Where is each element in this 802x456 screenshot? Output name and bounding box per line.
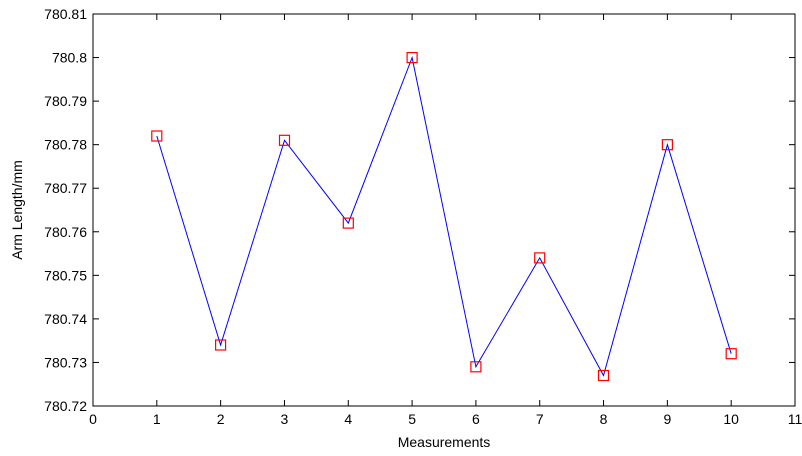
x-tick-label: 0 — [89, 411, 97, 427]
series-line — [156, 55, 732, 377]
y-tick-label: 780.77 — [44, 180, 87, 196]
x-tick-label: 3 — [281, 411, 289, 427]
data-point-marker — [661, 139, 674, 151]
data-point-marker — [597, 369, 610, 382]
x-tick-label: 1 — [153, 411, 161, 427]
x-tick-label: 7 — [536, 411, 544, 427]
data-point-marker — [406, 51, 418, 64]
series-layer — [151, 51, 737, 382]
x-tick-label: 4 — [344, 411, 352, 427]
y-tick-label: 780.78 — [44, 137, 87, 153]
y-tick-label: 780.72 — [44, 398, 87, 414]
y-tick-label: 780.74 — [44, 311, 87, 327]
data-point-marker — [470, 361, 482, 373]
y-tick-label: 780.76 — [44, 224, 87, 240]
data-point-marker — [534, 252, 546, 264]
y-tick-label: 780.79 — [44, 93, 87, 109]
x-tick-label: 9 — [663, 411, 671, 427]
y-axis: 780.72 780.73 780.74 780.75 780.76 780.77 780.… — [44, 6, 795, 414]
y-tick-label: 780.73 — [44, 354, 87, 370]
data-point-marker — [215, 339, 227, 351]
data-point-marker — [725, 348, 737, 360]
x-axis-label: Measurements — [398, 434, 491, 450]
x-axis: 0 1 2 3 4 5 6 7 8 9 10 11 — [89, 14, 802, 427]
x-tick-label: 2 — [217, 411, 225, 427]
x-tick-label: 11 — [788, 411, 802, 427]
data-point-marker — [278, 134, 291, 146]
x-tick-label: 5 — [408, 411, 416, 427]
y-tick-label: 780.81 — [44, 6, 87, 22]
x-tick-label: 8 — [600, 411, 608, 427]
data-point-marker — [151, 130, 163, 142]
x-tick-label: 10 — [723, 411, 739, 427]
x-tick-label: 6 — [472, 411, 480, 427]
y-tick-label: 780.75 — [44, 267, 87, 283]
data-point-marker — [342, 217, 354, 229]
y-tick-label: 780.8 — [52, 50, 87, 66]
y-axis-label: Arm Length/mm — [9, 160, 25, 260]
